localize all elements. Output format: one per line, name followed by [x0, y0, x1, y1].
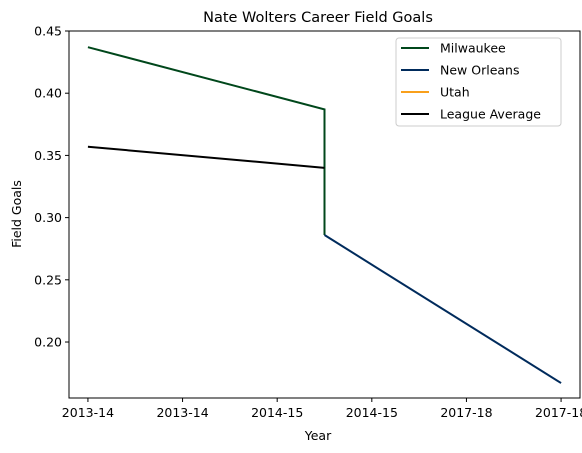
legend-box — [395, 37, 562, 127]
y-tick-label: 0.45 — [34, 24, 62, 39]
legend-label: Milwaukee — [440, 41, 506, 56]
y-tick-label: 0.30 — [34, 210, 62, 225]
series-line-new-orleans — [323, 234, 562, 384]
chart-title: Nate Wolters Career Field Goals — [203, 10, 433, 26]
x-tick-label: 2017-18 — [535, 405, 582, 420]
plot-lines — [87, 46, 562, 384]
legend: Milwaukee New Orleans Utah League Average — [395, 37, 562, 127]
y-tick-label: 0.40 — [34, 86, 62, 101]
y-tick-label: 0.20 — [34, 335, 62, 350]
y-axis-ticks: 0.20 0.25 0.30 0.35 0.40 0.45 — [34, 24, 69, 350]
x-tick-label: 2014-15 — [251, 405, 303, 420]
x-axis-ticks: 2013-14 2013-14 2014-15 2014-15 2017-18 2017-… — [62, 398, 582, 420]
x-tick-label: 2013-14 — [156, 405, 208, 420]
y-tick-label: 0.35 — [34, 148, 62, 163]
legend-label: Utah — [440, 85, 470, 100]
plot-frame — [68, 30, 581, 399]
x-axis-label: Year — [304, 428, 332, 443]
series-line-league-average — [87, 145, 325, 169]
y-tick-label: 0.25 — [34, 272, 62, 287]
x-tick-label: 2013-14 — [62, 405, 114, 420]
x-tick-label: 2017-18 — [440, 405, 492, 420]
y-axis-label: Field Goals — [9, 180, 24, 248]
legend-label: League Average — [440, 107, 541, 122]
x-tick-label: 2014-15 — [346, 405, 398, 420]
legend-label: New Orleans — [440, 63, 519, 78]
series-line-milwaukee — [87, 46, 326, 236]
